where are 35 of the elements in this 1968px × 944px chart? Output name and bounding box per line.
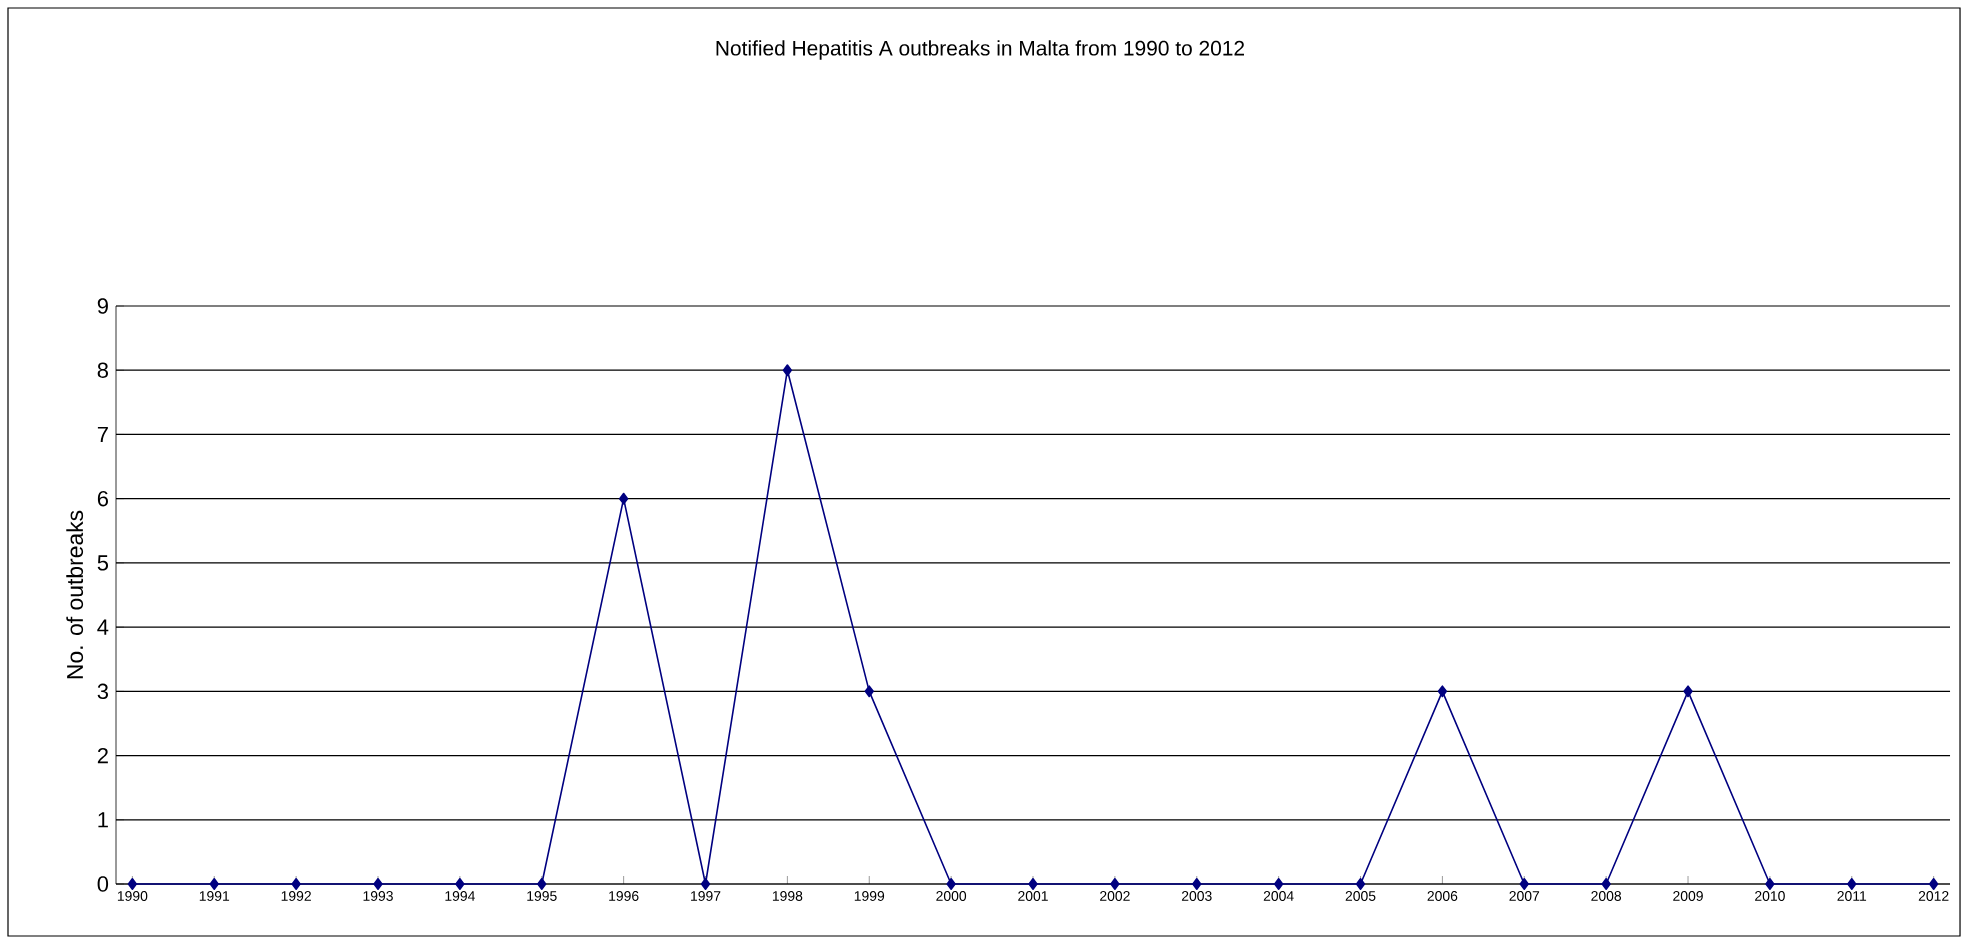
point	[291, 878, 301, 890]
point	[1273, 878, 1284, 890]
point	[1601, 878, 1611, 890]
y-tick-label: 3	[97, 683, 108, 700]
point	[373, 878, 383, 890]
y-tick-label: 9	[97, 298, 108, 314]
point	[618, 492, 629, 505]
y-tick-label: 7	[97, 426, 108, 442]
point	[537, 878, 547, 890]
point	[700, 878, 711, 890]
point	[1355, 878, 1366, 890]
point	[1683, 685, 1693, 698]
point	[864, 685, 874, 698]
y-tick-label: 2	[97, 747, 108, 764]
point	[1519, 878, 1529, 890]
point	[455, 878, 465, 890]
point	[1110, 878, 1120, 890]
y-tick-label: 1	[98, 812, 108, 828]
point	[1437, 685, 1448, 698]
point	[1765, 878, 1775, 890]
point	[209, 878, 219, 890]
y-tick-label: 4	[97, 619, 109, 635]
point	[1192, 878, 1202, 890]
point	[782, 364, 793, 377]
chart-title: Notified Hepatitis A outbreaks in Malta from 1990 to 2012	[716, 40, 1244, 60]
point	[1847, 878, 1857, 890]
y-axis-title: No. of outbreaks	[66, 510, 84, 679]
point	[946, 878, 956, 890]
point	[1928, 878, 1939, 890]
point	[1028, 878, 1038, 890]
y-tick-label: 5	[97, 555, 109, 571]
y-tick-label: 6	[97, 490, 108, 507]
y-tick-label: 0	[97, 876, 109, 892]
point	[127, 878, 138, 890]
y-tick-label: 8	[97, 362, 108, 378]
